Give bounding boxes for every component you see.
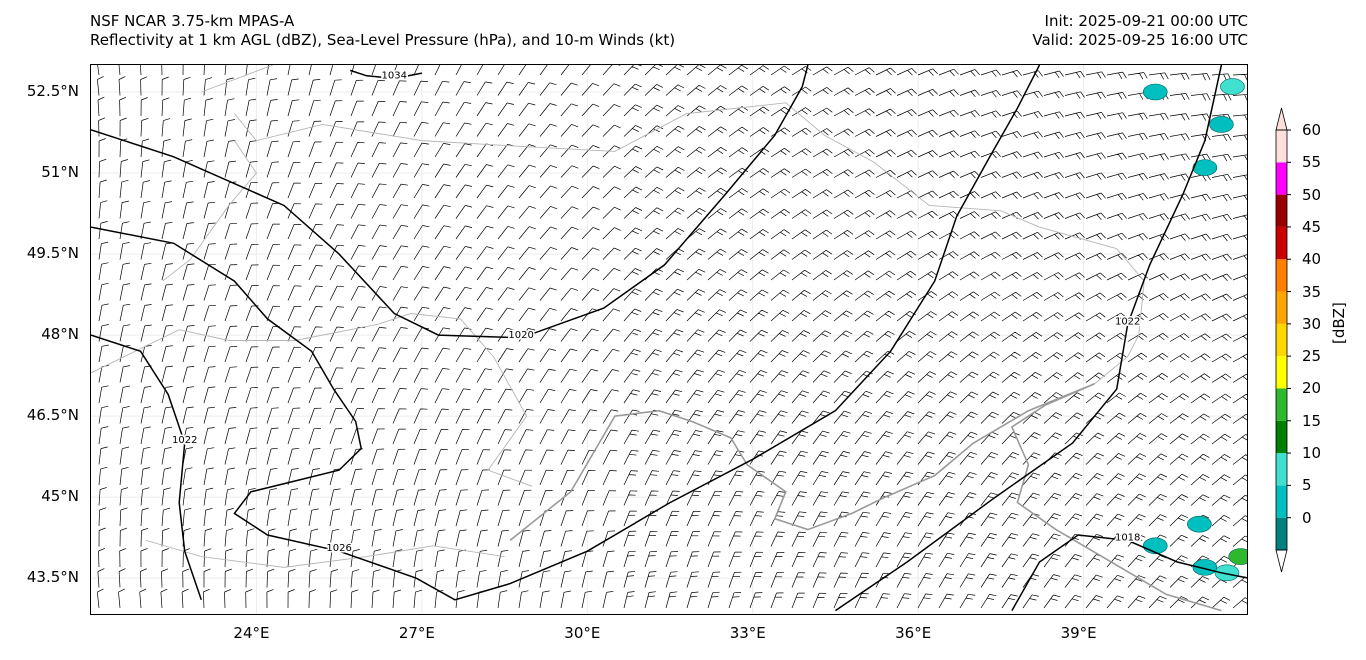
latitude-label: 52.5°N — [26, 82, 79, 100]
isobar-label: 1018 — [1115, 532, 1140, 543]
reflectivity-echo — [1220, 78, 1245, 95]
colorbar-segment — [1276, 291, 1287, 324]
reflectivity-echo — [1209, 116, 1234, 133]
isobar-line — [91, 65, 809, 339]
colorbar-segment — [1276, 388, 1287, 421]
country-border — [201, 65, 274, 93]
isobar-label: 1022 — [172, 435, 197, 446]
isobar-line — [834, 65, 1223, 612]
latitude-label: 48°N — [41, 325, 79, 344]
country-border — [91, 313, 533, 487]
map-panel: 1034 1020 1026 1022 1022 1018 — [90, 64, 1248, 615]
isobar-line — [91, 334, 203, 601]
isobar-line — [349, 69, 423, 80]
colorbar-segment — [1276, 259, 1287, 292]
colorbar-segment — [1276, 356, 1287, 389]
colorbar-segment — [1276, 226, 1287, 260]
country-border — [162, 140, 257, 282]
isobars: 1034 1020 1026 1022 1022 1018 — [91, 65, 1247, 612]
latitude-label: 43.5°N — [26, 568, 79, 587]
colorbar-segment — [1276, 162, 1287, 195]
latitude-label: 45°N — [41, 487, 79, 506]
longitude-label: 24°E — [233, 624, 270, 642]
reflectivity-echo — [1142, 83, 1168, 101]
model-name: NSF NCAR 3.75-km MPAS-A — [90, 12, 295, 30]
colorbar-tick-label: 15 — [1302, 411, 1322, 430]
colorbar-label: [dBZ] — [1330, 302, 1348, 344]
colorbar-tick-label: 55 — [1302, 153, 1322, 172]
isobar-line — [91, 65, 1041, 601]
isobar-label: 1034 — [382, 71, 407, 82]
isobar-label: 1022 — [1115, 316, 1140, 327]
colorbar-segment — [1276, 323, 1287, 357]
colorbar-tick-label: 35 — [1302, 282, 1322, 301]
latitude-label: 46.5°N — [26, 406, 79, 425]
reflectivity-echo — [1187, 515, 1212, 533]
isobar-line — [1011, 534, 1247, 611]
latitude-label: 51°N — [41, 163, 79, 182]
colorbar-segment — [1276, 194, 1287, 227]
valid-time: Valid: 2025-09-25 16:00 UTC — [1032, 31, 1248, 49]
country-border — [234, 102, 1145, 385]
colorbar-extend-min — [1275, 549, 1288, 573]
colorbar-tick-label: 0 — [1302, 508, 1312, 527]
colorbar-segment — [1276, 130, 1287, 163]
colorbar-tick-label: 60 — [1302, 121, 1322, 139]
isobar-label: 1020 — [508, 330, 533, 341]
reflectivity-echo — [1228, 548, 1247, 565]
geography — [91, 65, 1222, 612]
isobar-label: 1026 — [326, 543, 351, 554]
latitude-label: 49.5°N — [26, 244, 79, 263]
colorbar-extend-max — [1275, 107, 1288, 131]
init-time: Init: 2025-09-21 00:00 UTC — [1044, 12, 1248, 30]
reflectivity-echo — [1214, 564, 1240, 582]
colorbar-segment — [1276, 517, 1287, 550]
reflectivity-cells — [1142, 78, 1247, 582]
field-description: Reflectivity at 1 km AGL (dBZ), Sea-Leve… — [90, 31, 676, 49]
colorbar-tick-label: 30 — [1302, 314, 1322, 333]
reflectivity-echo — [1192, 159, 1218, 176]
colorbar-segment — [1276, 420, 1287, 454]
colorbar-frame — [1275, 129, 1288, 551]
country-border — [146, 539, 505, 568]
colorbar-tick-label: 25 — [1302, 347, 1322, 366]
reflectivity-echo — [1142, 537, 1168, 555]
colorbar-tick-label: 10 — [1302, 444, 1322, 463]
map-title: NSF NCAR 3.75-km MPAS-A Reflectivity at … — [90, 12, 675, 50]
colorbar-tick-label: 45 — [1302, 217, 1322, 236]
wind-barbs — [96, 65, 1247, 609]
map-canvas: 1034 1020 1026 1022 1022 1018 — [91, 65, 1247, 614]
wind-barb-field — [96, 65, 1247, 609]
colorbar-tick-label: 50 — [1302, 185, 1322, 204]
colorbar-segment — [1276, 453, 1287, 486]
colorbar-tick-label: 5 — [1302, 476, 1312, 495]
colorbar-tick-label: 20 — [1302, 379, 1322, 398]
coastline — [509, 382, 1222, 612]
longitude-label: 33°E — [729, 624, 766, 642]
longitude-label: 27°E — [398, 624, 435, 642]
time-info: Init: 2025-09-21 00:00 UTC Valid: 2025-0… — [1032, 12, 1248, 50]
longitude-label: 36°E — [895, 624, 932, 642]
colorbar-segment — [1276, 485, 1287, 518]
longitude-label: 30°E — [564, 624, 601, 642]
reflectivity-echo — [1192, 559, 1218, 576]
longitude-label: 39°E — [1060, 624, 1097, 642]
colorbar-tick-label: 40 — [1302, 250, 1322, 269]
reflectivity-colorbar — [1275, 107, 1291, 573]
